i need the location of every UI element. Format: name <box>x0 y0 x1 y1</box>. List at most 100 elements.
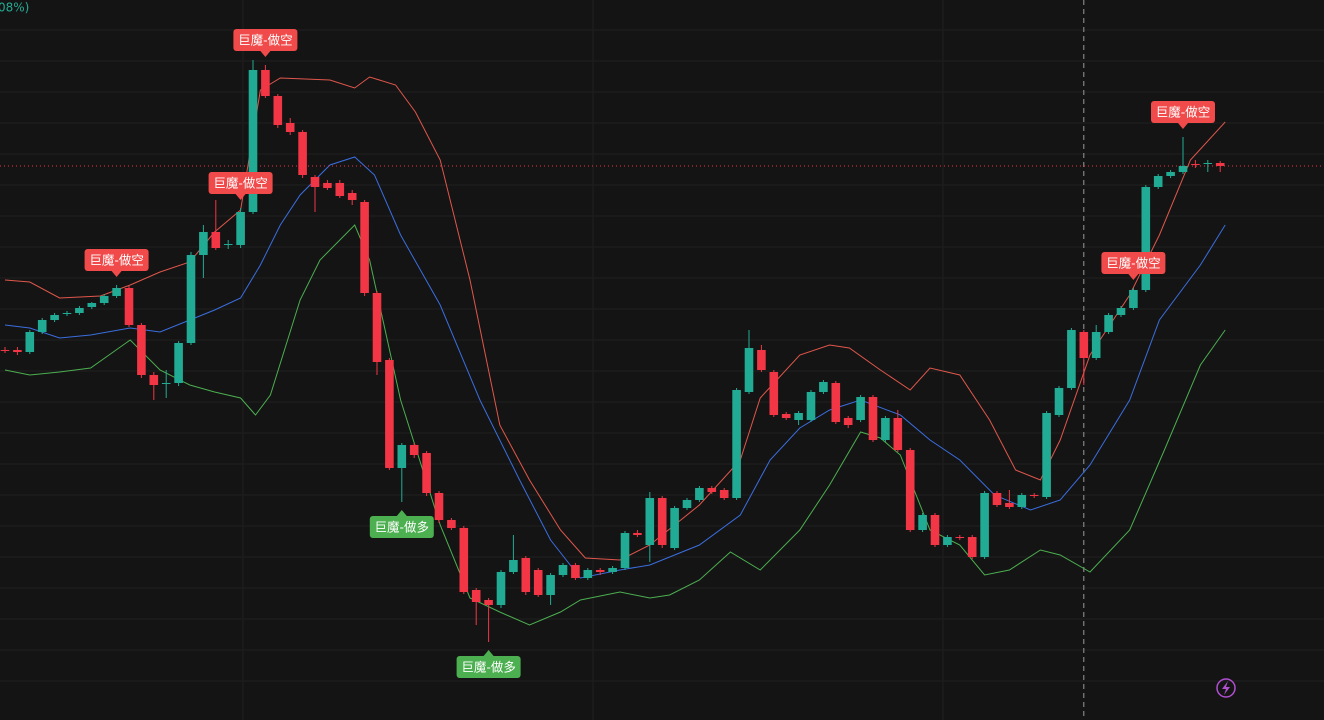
candle-body <box>620 533 630 568</box>
candle-body <box>633 533 642 535</box>
candle-body <box>1166 172 1175 176</box>
candle-body <box>1091 332 1101 358</box>
annotation-label: 巨魔-做空 <box>1106 256 1161 271</box>
candle-body <box>484 600 493 605</box>
candle-body <box>112 288 121 296</box>
candle-body <box>447 520 456 528</box>
candle-body <box>955 537 965 538</box>
candle-body <box>1079 332 1089 358</box>
candle-body <box>273 96 283 125</box>
candle-body <box>868 397 878 440</box>
candle-body <box>707 488 717 492</box>
candle-body <box>943 537 952 545</box>
annotation-box <box>1101 252 1166 274</box>
candle-body <box>199 232 208 255</box>
candle-body <box>137 325 146 375</box>
candle-body <box>323 183 332 188</box>
annotation-pointer <box>235 194 246 200</box>
candle-body <box>50 315 59 320</box>
annotation-label: 巨魔-做多 <box>375 520 430 535</box>
candle-body <box>1067 330 1076 388</box>
candle-body <box>1054 388 1064 415</box>
band-line <box>4 224 1226 626</box>
icon-circle <box>1216 678 1236 698</box>
annotation-pointer <box>1128 274 1139 280</box>
annotation-pointer <box>396 510 407 516</box>
candle-body <box>1153 176 1163 187</box>
candle-body <box>682 500 692 508</box>
candle-body <box>409 445 419 455</box>
candle-body <box>645 498 655 545</box>
annotation-box <box>456 656 521 678</box>
candle-body <box>1104 315 1113 332</box>
candle-body <box>831 383 841 422</box>
candle-body <box>397 445 407 468</box>
candle-body <box>1203 163 1213 164</box>
candle-body <box>533 570 543 595</box>
candle-body <box>719 490 729 498</box>
candle-body <box>546 575 555 595</box>
candle-body <box>794 413 803 420</box>
annotation-label: 巨魔-做空 <box>1156 105 1211 120</box>
candle-body <box>769 372 779 415</box>
candle-body <box>930 515 940 545</box>
annotation-label: 巨魔-做多 <box>461 660 516 675</box>
candle-body <box>781 414 791 418</box>
annotation-pointer <box>483 650 494 656</box>
annotation-box <box>1151 101 1215 123</box>
candle-body <box>732 390 741 498</box>
candle-body <box>124 288 134 325</box>
candle-body <box>75 308 84 313</box>
annotation-pointer <box>111 271 122 277</box>
candle-body <box>298 132 307 175</box>
candle-body <box>87 303 97 307</box>
flash-icon[interactable] <box>1216 678 1236 698</box>
candle-body <box>521 558 531 592</box>
candle-body <box>0 350 10 351</box>
candle-body <box>1116 308 1126 315</box>
annotation-box <box>84 249 149 271</box>
candle-body <box>608 568 617 572</box>
annotation-label: 巨魔-做空 <box>89 253 144 268</box>
candle-body <box>967 537 977 557</box>
candle-body <box>881 418 890 440</box>
candle-body <box>757 350 766 370</box>
candle-body <box>905 450 915 530</box>
annotation-label: 巨魔-做空 <box>213 176 268 191</box>
candle-body <box>261 70 270 96</box>
candle-body <box>1029 495 1039 496</box>
candle-body <box>1005 503 1014 507</box>
candle-body <box>248 70 258 212</box>
candle-body <box>856 397 865 420</box>
candle-body <box>819 382 828 392</box>
candle-body <box>695 488 704 500</box>
annotation-pointer <box>260 51 271 57</box>
candle-body <box>347 193 357 200</box>
candle-body <box>310 177 320 187</box>
candle-body <box>186 255 196 343</box>
candle-body <box>918 515 927 530</box>
annotation-box <box>208 172 273 194</box>
candle-body <box>1178 166 1188 172</box>
annotation-pointer <box>1178 123 1188 129</box>
candle-body <box>285 123 295 132</box>
candle-body <box>893 418 903 450</box>
icon-bolt <box>1222 681 1230 695</box>
candle-body <box>149 375 159 385</box>
candle-body <box>1215 163 1225 166</box>
candle-body <box>496 572 506 605</box>
candle-body <box>459 528 469 592</box>
candle-body <box>980 493 989 557</box>
candle-body <box>1191 164 1200 165</box>
band-line <box>4 156 1226 579</box>
candle-body <box>236 212 245 245</box>
candle-body <box>37 320 47 332</box>
candle-body <box>583 570 593 578</box>
candle-body <box>335 183 345 196</box>
annotation-box <box>369 516 434 538</box>
candle-body <box>422 453 431 493</box>
corner-text: 08%) <box>0 1 29 15</box>
candle-body <box>223 244 233 245</box>
